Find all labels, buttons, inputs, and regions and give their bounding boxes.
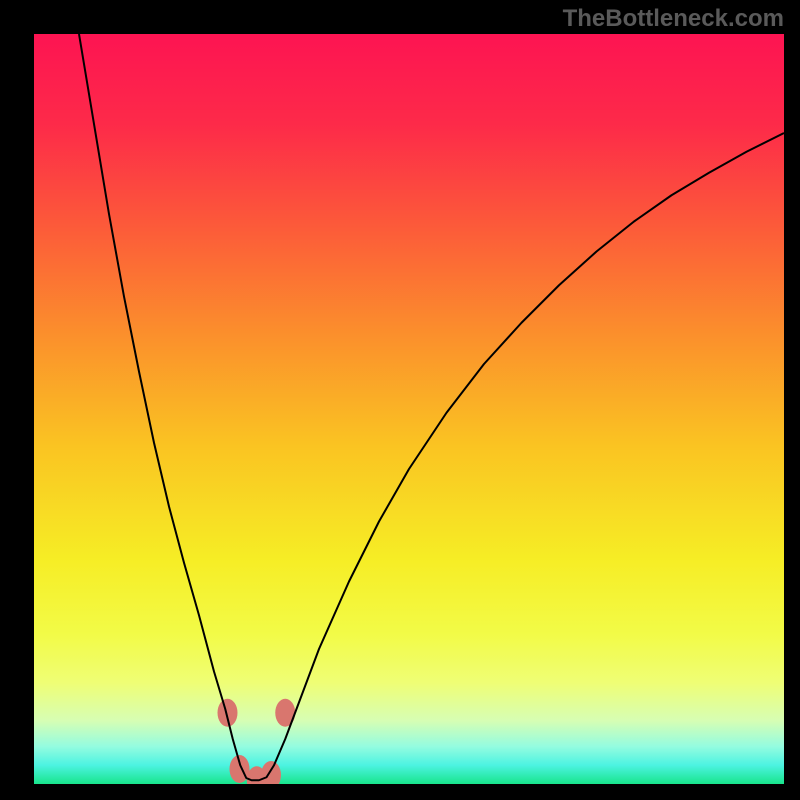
watermark-text: TheBottleneck.com: [563, 5, 784, 33]
chart-root: TheBottleneck.com: [0, 0, 800, 800]
marker-dot: [218, 699, 238, 727]
plot-area: [34, 34, 784, 784]
chart-svg: [34, 34, 784, 784]
